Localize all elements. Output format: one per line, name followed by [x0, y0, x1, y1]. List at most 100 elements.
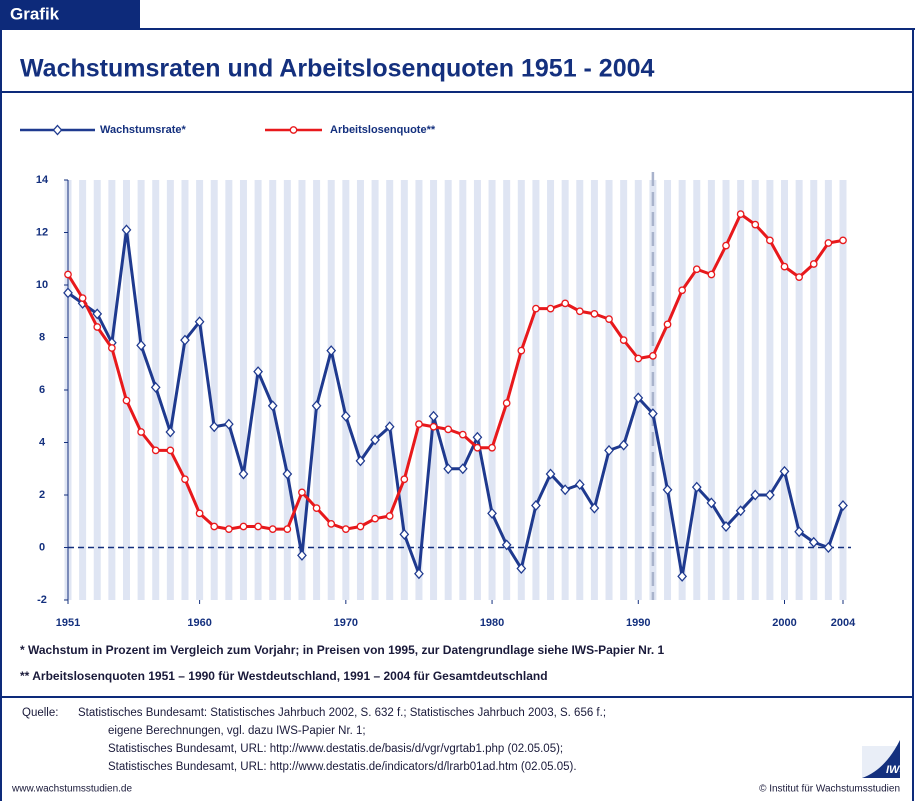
source-line: Statistisches Bundesamt: Statistisches J…: [78, 707, 606, 719]
point: [399, 528, 410, 540]
point: [516, 563, 527, 574]
legend-marker: [289, 126, 298, 134]
point: [415, 420, 423, 428]
point: [634, 354, 643, 363]
point: [458, 430, 467, 439]
year-stripe: [342, 180, 350, 600]
point: [487, 507, 497, 519]
year-stripe: [415, 180, 423, 600]
point: [371, 514, 379, 523]
point: [78, 294, 87, 302]
year-stripe: [269, 180, 277, 600]
point: [428, 410, 439, 422]
year-stripe: [196, 180, 204, 600]
footer-left: www.wachstumsstudien.de: [11, 784, 132, 795]
year-stripe: [137, 180, 145, 600]
point: [311, 400, 322, 412]
year-stripe: [79, 180, 87, 600]
year-stripe: [459, 180, 467, 600]
point: [444, 425, 453, 434]
point: [180, 334, 190, 346]
year-stripe: [620, 180, 628, 600]
y-tick-label: 10: [36, 279, 48, 291]
point: [92, 308, 103, 320]
point: [327, 520, 336, 528]
point: [648, 408, 658, 420]
year-stripe: [737, 180, 745, 600]
x-tick-label: 1960: [187, 617, 211, 629]
year-stripe: [473, 180, 481, 600]
point: [488, 443, 496, 452]
point: [223, 418, 234, 430]
point: [531, 500, 541, 511]
year-stripe: [707, 180, 715, 600]
chart-title: Wachstumsraten und Arbeitslosenquoten 19…: [20, 55, 655, 83]
point: [166, 446, 175, 455]
year-stripe: [810, 180, 818, 600]
footer-right: © Institut für Wachstumsstudien: [759, 784, 900, 795]
x-tick-label: 1970: [334, 617, 358, 629]
point: [356, 522, 365, 531]
point: [93, 323, 102, 331]
point: [341, 525, 350, 533]
point: [282, 468, 293, 480]
point: [501, 539, 512, 551]
y-tick-label: 8: [39, 331, 45, 343]
point: [209, 421, 220, 433]
year-stripe: [444, 180, 452, 600]
year-stripe: [239, 180, 247, 600]
y-tick-label: 4: [39, 436, 46, 448]
point: [546, 304, 555, 313]
header-box: [0, 0, 140, 30]
point: [735, 505, 746, 517]
point: [137, 428, 145, 436]
year-stripe: [795, 180, 803, 600]
point: [839, 236, 847, 245]
point: [210, 522, 219, 531]
year-stripe: [517, 180, 525, 600]
source-line: Statistisches Bundesamt, URL: http://www…: [108, 761, 577, 773]
point: [605, 315, 613, 323]
x-tick-label: 1951: [56, 617, 80, 629]
year-stripe: [298, 180, 306, 600]
point: [151, 446, 160, 455]
point: [385, 512, 394, 520]
year-stripe: [122, 180, 130, 600]
point: [838, 500, 848, 511]
point: [677, 570, 688, 582]
point: [532, 304, 540, 313]
point: [267, 400, 278, 412]
x-tick-label: 2004: [831, 617, 856, 629]
point: [780, 262, 789, 271]
point: [194, 316, 205, 328]
plot: -2 0 2 4 6 8 10 12 14 1951 1960 1970 1980 1990 2000 200…: [20, 124, 856, 629]
point: [502, 399, 511, 407]
point: [108, 344, 116, 352]
point: [736, 210, 745, 218]
point: [619, 336, 628, 344]
point: [254, 522, 262, 531]
x-tick-label: 2000: [772, 617, 796, 629]
year-stripe: [561, 180, 569, 600]
year-stripe: [181, 180, 189, 600]
year-stripe: [781, 180, 789, 600]
point: [340, 410, 351, 422]
point: [283, 525, 292, 533]
logo: IWS: [862, 740, 907, 778]
point: [268, 525, 277, 533]
year-stripe: [590, 180, 598, 600]
point: [429, 422, 438, 431]
year-stripe: [576, 180, 584, 600]
point: [384, 421, 395, 433]
series-line: [66, 212, 844, 531]
point: [779, 465, 790, 477]
year-stripe: [766, 180, 774, 600]
year-stripe: [605, 180, 613, 600]
year-stripe: [678, 180, 686, 600]
point: [604, 444, 614, 456]
year-stripe: [430, 180, 438, 600]
point: [662, 484, 673, 496]
year-stripe: [634, 180, 642, 600]
point: [691, 481, 702, 493]
